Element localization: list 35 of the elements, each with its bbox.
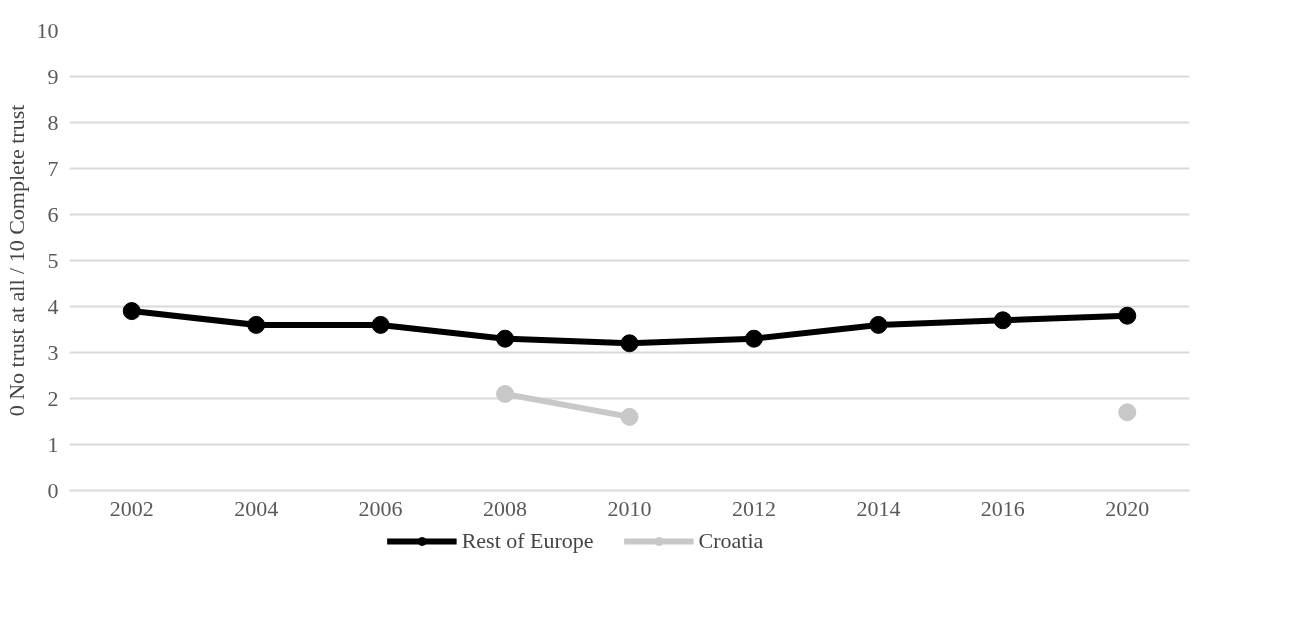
x-tick-label: 2016 bbox=[980, 495, 1025, 521]
point bbox=[1118, 403, 1137, 422]
point bbox=[620, 334, 639, 353]
point bbox=[744, 329, 763, 348]
point bbox=[371, 315, 390, 334]
x-tick-label: 2010 bbox=[607, 495, 652, 521]
legend-label: Rest of Europe bbox=[461, 527, 594, 554]
y-tick-label: 9 bbox=[47, 63, 59, 89]
y-tick-label: 5 bbox=[47, 247, 59, 273]
y-tick-label: 4 bbox=[47, 293, 59, 319]
y-tick-label: 3 bbox=[47, 339, 59, 365]
y-tick-label: 1 bbox=[47, 431, 59, 457]
point bbox=[869, 315, 888, 334]
x-tick-label: 2020 bbox=[1105, 495, 1150, 521]
point bbox=[496, 384, 515, 403]
y-tick-label: 2 bbox=[47, 385, 59, 411]
point bbox=[122, 302, 141, 321]
legend-label: Croatia bbox=[698, 527, 764, 554]
y-tick-label: 10 bbox=[36, 17, 59, 43]
x-tick-label: 2004 bbox=[234, 495, 279, 521]
x-tick-label: 2002 bbox=[109, 495, 154, 521]
y-tick-label: 0 bbox=[47, 477, 59, 503]
point bbox=[1118, 306, 1137, 325]
x-tick-label: 2014 bbox=[856, 495, 901, 521]
y-tick-label: 7 bbox=[47, 155, 59, 181]
point bbox=[993, 311, 1012, 330]
x-tick-label: 2012 bbox=[731, 495, 776, 521]
point bbox=[496, 329, 515, 348]
point bbox=[247, 315, 266, 334]
x-tick-label: 2006 bbox=[358, 495, 403, 521]
y-tick-label: 6 bbox=[47, 201, 59, 227]
point bbox=[620, 407, 639, 426]
y-axis-title: 0 No trust at all / 10 Complete trust bbox=[3, 104, 29, 417]
y-tick-label: 8 bbox=[47, 109, 59, 135]
x-tick-label: 2008 bbox=[483, 495, 528, 521]
